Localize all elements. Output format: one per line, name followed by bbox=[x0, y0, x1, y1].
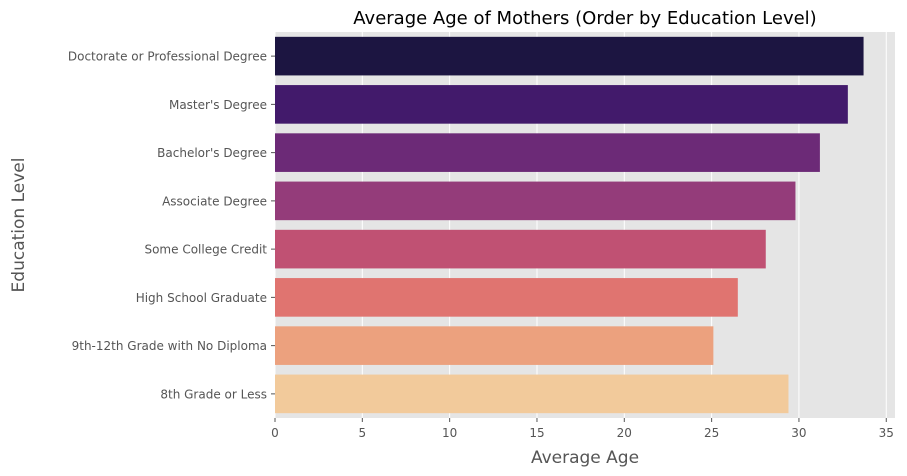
x-tick-label: 35 bbox=[879, 426, 894, 440]
y-tick-label: High School Graduate bbox=[136, 291, 267, 305]
y-tick-label: Doctorate or Professional Degree bbox=[68, 50, 267, 64]
bar bbox=[275, 133, 820, 172]
bars bbox=[275, 36, 864, 414]
y-axis-title: Education Level bbox=[9, 158, 29, 293]
y-tick-label: Some College Credit bbox=[144, 243, 267, 257]
x-tick-label: 0 bbox=[271, 426, 279, 440]
x-tick-label: 10 bbox=[442, 426, 457, 440]
x-tick-label: 5 bbox=[359, 426, 367, 440]
x-tick-label: 30 bbox=[791, 426, 806, 440]
y-tick-label: 8th Grade or Less bbox=[160, 387, 267, 401]
y-tick-labels: Doctorate or Professional Degree Master's… bbox=[68, 50, 275, 401]
bar bbox=[275, 229, 766, 269]
x-tick-label: 15 bbox=[529, 426, 544, 440]
y-tick-label: Master's Degree bbox=[169, 98, 267, 112]
bar bbox=[275, 36, 864, 76]
x-tick-label: 25 bbox=[704, 426, 719, 440]
x-axis-title: Average Age bbox=[531, 448, 639, 468]
y-tick-label: Associate Degree bbox=[162, 194, 267, 208]
bar bbox=[275, 278, 738, 317]
x-tick-label: 20 bbox=[617, 426, 632, 440]
x-tick-labels: 0 5 10 15 20 25 30 35 bbox=[271, 418, 894, 440]
bar bbox=[275, 326, 714, 365]
bar bbox=[275, 85, 848, 124]
y-tick-label: 9th-12th Grade with No Diploma bbox=[72, 339, 267, 353]
chart-title: Average Age of Mothers (Order by Educati… bbox=[353, 8, 816, 29]
bar bbox=[275, 374, 789, 414]
y-tick-label: Bachelor's Degree bbox=[157, 146, 267, 160]
bar bbox=[275, 181, 796, 221]
